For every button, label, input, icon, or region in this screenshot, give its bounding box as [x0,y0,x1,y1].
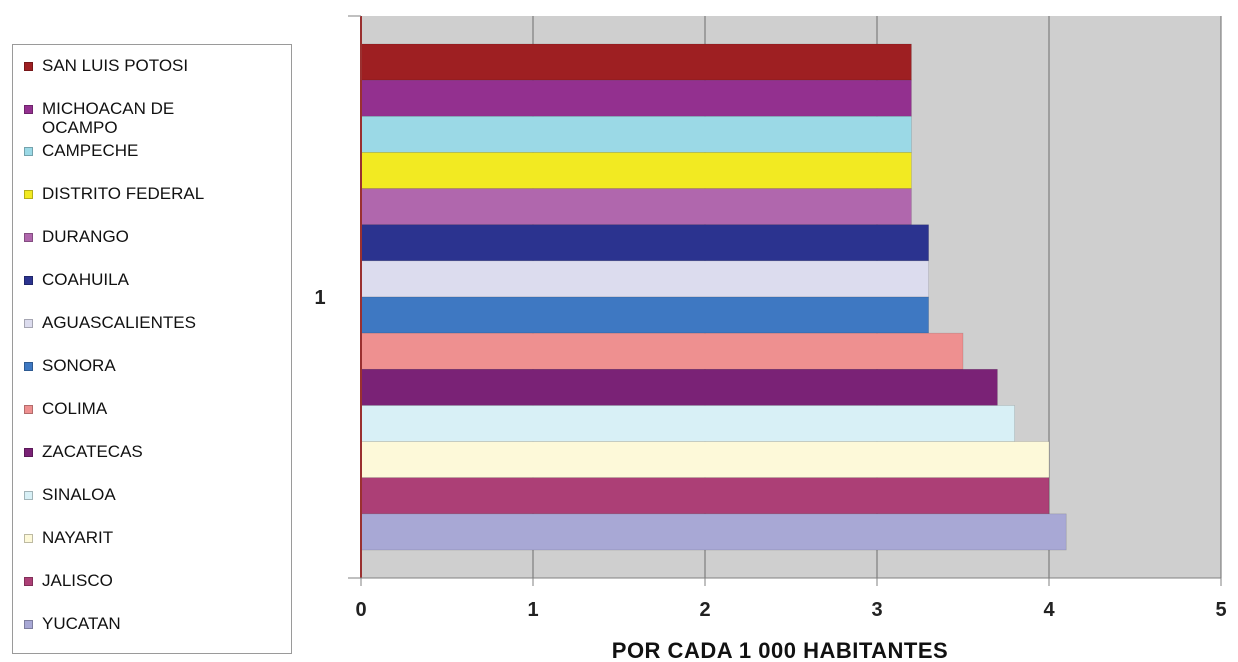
legend-item-durango: DURANGO [13,227,293,246]
legend-swatch [24,534,33,543]
x-tick-label-1: 1 [527,599,538,621]
legend-item-nayarit: NAYARIT [13,528,293,547]
legend-item-coahuila: COAHUILA [13,270,293,289]
bar-yucatan [360,513,1067,551]
legend-label: SONORA [42,356,116,375]
legend-label: MICHOACAN DE OCAMPO [42,99,175,137]
bar-coahuila [360,224,929,262]
bar-sonora [360,296,929,334]
legend-swatch [24,620,33,629]
legend-item-distrito-federal: DISTRITO FEDERAL [13,184,293,203]
legend-item-yucatan: YUCATAN [13,614,293,633]
legend-item-san-luis-potosi: SAN LUIS POTOSI [13,56,293,75]
legend-label: SAN LUIS POTOSI [42,56,189,75]
legend-label: DISTRITO FEDERAL [42,184,205,203]
legend-label: SINALOA [42,485,116,504]
legend-swatch [24,319,33,328]
bars-group [360,43,1067,551]
legend-item-michoacan-de-ocampo: MICHOACAN DE OCAMPO [13,99,293,137]
legend-swatch [24,491,33,500]
bar-campeche [360,115,912,153]
bar-sinaloa [360,405,1015,442]
bar-michoacan-de-ocampo [360,79,912,117]
legend-label: CAMPECHE [42,141,139,160]
x-axis-title: POR CADA 1 000 HABITANTES [612,638,948,662]
legend-label: JALISCO [42,571,113,590]
legend-swatch [24,147,33,156]
legend-swatch [24,105,33,114]
y-category-label: 1 [314,287,325,309]
legend-label: ZACATECAS [42,442,143,461]
legend-item-aguascalientes: AGUASCALIENTES [13,313,293,332]
legend-swatch [24,276,33,285]
legend-swatch [24,448,33,457]
legend: SAN LUIS POTOSI MICHOACAN DE OCAMPO CAMPEC… [12,44,292,654]
x-tick-label-3: 3 [871,599,882,621]
bar-san-luis-potosi [360,43,912,81]
legend-item-zacatecas: ZACATECAS [13,442,293,461]
bar-distrito-federal [360,152,912,189]
x-tick-labels: 0 1 2 3 4 5 [355,578,1227,621]
bar-zacatecas [360,368,998,406]
legend-item-sinaloa: SINALOA [13,485,293,504]
legend-label: COAHUILA [42,270,129,289]
x-tick-label-2: 2 [699,599,710,621]
legend-label: COLIMA [42,399,108,418]
legend-label: DURANGO [42,227,129,246]
x-tick-label-5: 5 [1215,599,1226,621]
bar-colima [360,332,964,370]
x-tick-label-0: 0 [355,599,366,621]
legend-swatch [24,233,33,242]
x-tick-label-4: 4 [1043,599,1055,621]
legend-label: YUCATAN [42,614,121,633]
legend-item-campeche: CAMPECHE [13,141,293,160]
bar-aguascalientes [360,260,929,298]
legend-swatch [24,577,33,586]
bar-durango [360,188,912,226]
legend-item-colima: COLIMA [13,399,293,418]
bar-nayarit [360,441,1050,479]
legend-swatch [24,362,33,371]
legend-swatch [24,62,33,71]
legend-item-sonora: SONORA [13,356,293,375]
legend-item-jalisco: JALISCO [13,571,293,590]
legend-label: AGUASCALIENTES [42,313,196,332]
legend-swatch [24,405,33,414]
legend-swatch [24,190,33,199]
legend-label: NAYARIT [42,528,114,547]
bar-jalisco [360,477,1050,515]
